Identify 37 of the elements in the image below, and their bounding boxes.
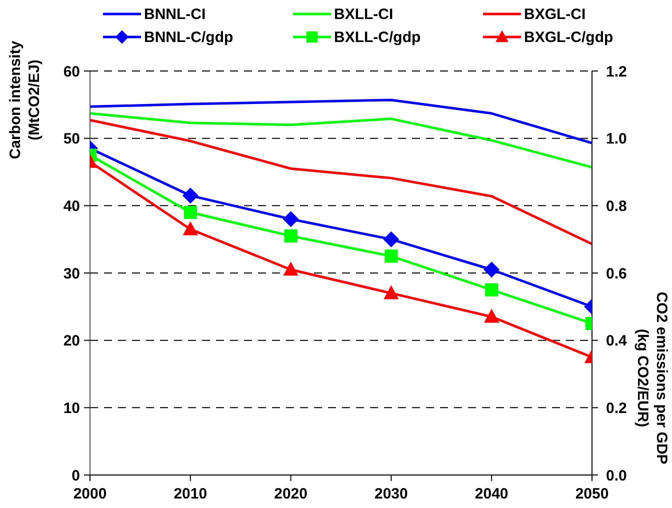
y2-axis-title: CO2 emissions per GDP (kg CO2/EUR) xyxy=(634,292,670,464)
point xyxy=(384,250,398,263)
line-series xyxy=(90,112,592,169)
line-series xyxy=(90,98,592,144)
legend-label: BXGL-C/gdp xyxy=(524,28,614,46)
y-tick-label: 50 xyxy=(63,130,80,148)
legend-label: BXLL-CI xyxy=(334,6,394,22)
y-tick-label: 60 xyxy=(63,63,80,80)
x-tick-label: 2000 xyxy=(73,486,107,503)
y2-tick-label: 0.4 xyxy=(606,332,628,350)
legend-label: BXGL-CI xyxy=(524,6,586,22)
y2-tick-label: 0.0 xyxy=(606,467,627,484)
y-tick-label: 0 xyxy=(72,467,80,484)
x-tick-label: 2030 xyxy=(374,486,408,503)
y2-tick-label: 1.0 xyxy=(606,130,627,148)
y2-tick-label: 0.6 xyxy=(606,265,627,282)
y-tick-label: 40 xyxy=(63,198,80,215)
legend-label: BXLL-C/gdp xyxy=(334,28,421,46)
y-axis-title: Carbon intensity (MtCO2/EJ) xyxy=(7,40,43,160)
y2-tick-label: 0.2 xyxy=(606,400,627,417)
point xyxy=(282,211,299,228)
y-tick-label: 30 xyxy=(63,265,80,282)
y-tick-label: 20 xyxy=(63,332,80,350)
point xyxy=(384,285,399,300)
x-tick-label: 2020 xyxy=(274,486,308,503)
x-tick-label: 2050 xyxy=(575,486,609,503)
y2-tick-label: 1.2 xyxy=(606,63,627,80)
point xyxy=(284,229,298,243)
x-tick-label: 2040 xyxy=(474,486,508,503)
x-tick-label: 2010 xyxy=(174,486,208,503)
legend-label: BNNL-CI xyxy=(144,6,206,22)
y2-tick-label: 0.8 xyxy=(606,198,627,215)
point xyxy=(383,231,400,248)
legend-label: BNNL-C/gdp xyxy=(144,28,234,46)
line-series xyxy=(90,118,592,246)
y-tick-label: 10 xyxy=(63,400,80,417)
point xyxy=(283,262,298,276)
